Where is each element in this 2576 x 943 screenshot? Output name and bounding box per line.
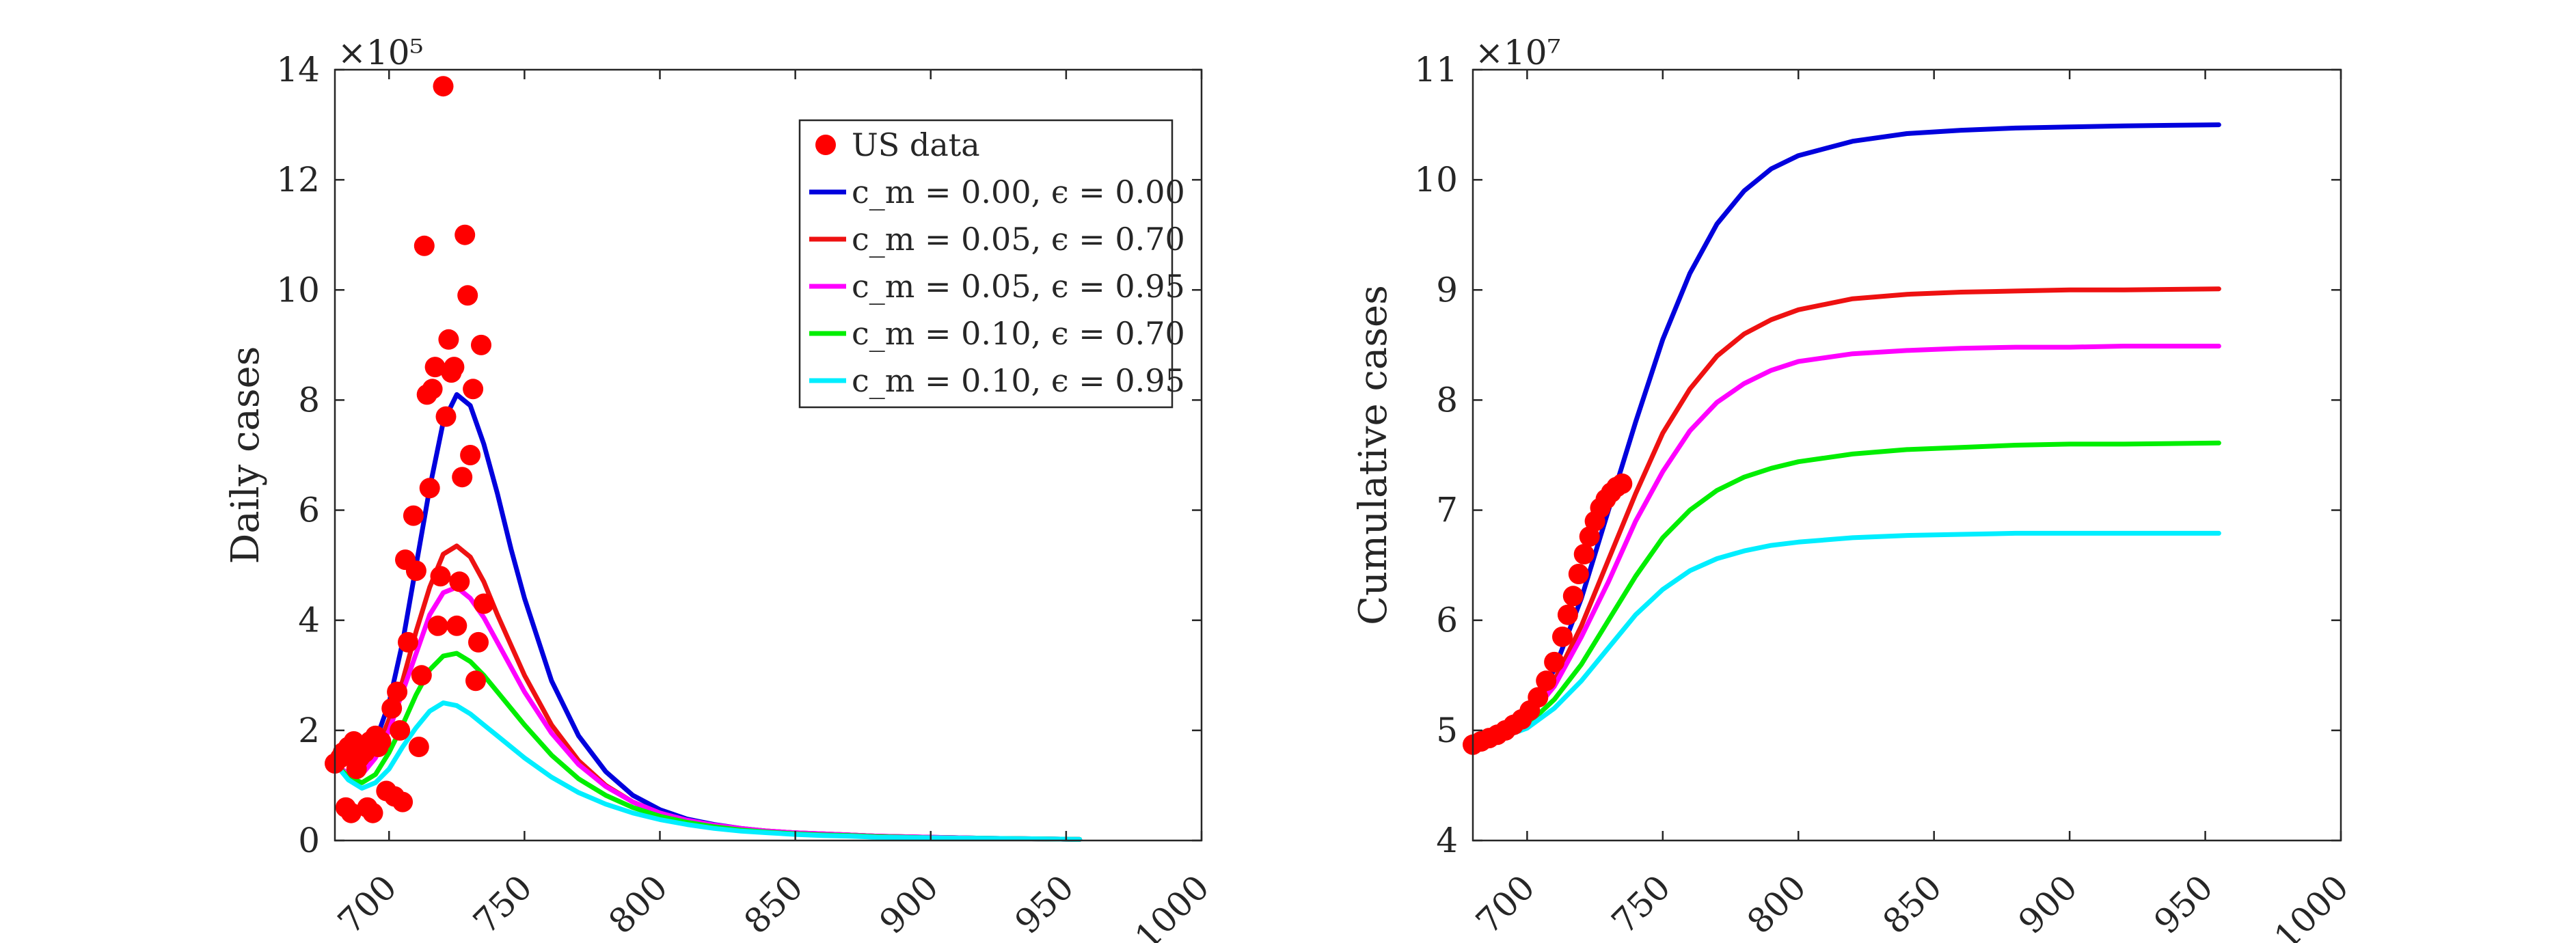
cum-line-cm005-e070: [1470, 286, 2221, 746]
daily-us-data-point: [387, 681, 408, 702]
daily-us-data-point: [392, 791, 413, 812]
daily-ytick-label: 6: [298, 491, 320, 530]
daily-scatter-layer: [325, 76, 494, 823]
daily-us-data-point: [413, 235, 435, 256]
daily-ytick-label: 0: [298, 821, 320, 860]
daily-us-data-point: [460, 445, 481, 465]
daily-us-data-point: [449, 571, 470, 592]
cum-us-data-point: [1552, 626, 1573, 647]
daily-us-data-point: [473, 593, 494, 614]
daily-us-data-point: [468, 631, 489, 653]
daily-us-data-point: [438, 329, 459, 350]
cumulative-exponent-label: ×10⁷: [1475, 33, 1561, 72]
daily-us-data-point: [444, 357, 465, 378]
cumulative-scatter-layer: [1463, 473, 1633, 755]
daily-us-data-point: [422, 379, 443, 400]
daily-us-data-point: [419, 478, 440, 499]
daily-us-data-point: [446, 615, 467, 636]
daily-line-cm010-e095: [332, 700, 1083, 842]
cum-line-cm010-e095: [1470, 530, 2221, 746]
daily-us-data-point: [370, 731, 392, 752]
legend-entry-cm000-e000: c_m = 0.00, ϵ = 0.00: [809, 174, 1185, 210]
daily-us-data-point: [362, 802, 383, 823]
daily-us-data-point: [433, 76, 454, 97]
daily-ytick-label: 4: [298, 601, 320, 640]
cum-ytick-label: 4: [1436, 821, 1458, 860]
cum-us-data-point: [1568, 564, 1589, 584]
cum-us-data-point: [1544, 651, 1565, 672]
daily-us-data-point: [398, 631, 418, 653]
daily-us-data-point: [427, 615, 448, 636]
cum-us-data-point: [1573, 544, 1595, 564]
cum-ytick-label: 10: [1414, 160, 1458, 200]
legend-label-cm005-e095: c_m = 0.05, ϵ = 0.95: [852, 268, 1185, 305]
cum-line-cm010-e070: [1470, 440, 2221, 746]
legend-label-cm010-e070: c_m = 0.10, ϵ = 0.70: [852, 315, 1185, 352]
legend-entry-us-data: US data: [815, 126, 980, 163]
legend-entry-cm010-e070: c_m = 0.10, ϵ = 0.70: [809, 315, 1185, 352]
cum-us-data-point: [1579, 526, 1600, 547]
legend: US data c_m = 0.00, ϵ = 0.00 c_m = 0.05,…: [798, 119, 1185, 409]
daily-us-data-point: [465, 670, 486, 692]
daily-us-data-point: [340, 802, 362, 823]
daily-ytick-label: 10: [276, 270, 320, 310]
cum-ytick-label: 6: [1436, 601, 1458, 640]
daily-us-data-point: [424, 357, 446, 378]
daily-us-data-point: [435, 406, 457, 427]
legend-box: [798, 119, 1174, 409]
daily-us-data-point: [457, 285, 478, 306]
daily-us-data-point: [455, 224, 476, 245]
cum-us-data-point: [1528, 687, 1549, 708]
daily-us-data-point: [390, 720, 411, 741]
cumulative-axes-box: [1472, 68, 2342, 842]
daily-us-data-point: [471, 334, 491, 355]
daily-us-data-point: [405, 560, 426, 582]
daily-us-data-point: [411, 665, 432, 686]
cum-ytick-label: 7: [1436, 491, 1458, 530]
daily-us-data-point: [408, 737, 429, 757]
cum-us-data-point: [1562, 586, 1584, 607]
daily-us-data-point: [452, 467, 473, 488]
legend-label-us-data: US data: [852, 126, 980, 163]
cum-us-data-point: [1612, 473, 1633, 494]
legend-marker-us-data: [815, 135, 836, 155]
daily-exponent-label: ×10⁵: [338, 33, 424, 72]
cum-us-data-point: [1557, 604, 1578, 625]
legend-label-cm000-e000: c_m = 0.00, ϵ = 0.00: [852, 174, 1185, 210]
legend-entry-cm005-e095: c_m = 0.05, ϵ = 0.95: [809, 268, 1185, 305]
daily-ytick-label: 2: [298, 711, 320, 750]
cumulative-ylabel: Cumulative cases: [1351, 285, 1396, 625]
cum-ytick-label: 11: [1414, 50, 1458, 90]
daily-us-data-point: [463, 379, 484, 400]
legend-label-cm010-e095: c_m = 0.10, ϵ = 0.95: [852, 362, 1185, 399]
daily-axes-box: [334, 68, 1203, 842]
legend-entry-cm005-e070: c_m = 0.05, ϵ = 0.70: [809, 221, 1185, 258]
legend-label-cm005-e070: c_m = 0.05, ϵ = 0.70: [852, 221, 1185, 258]
daily-us-data-point: [381, 698, 403, 719]
daily-ytick-label: 12: [276, 160, 320, 200]
daily-ytick-label: 14: [276, 50, 320, 90]
cum-line-cm005-e095: [1470, 344, 2221, 746]
legend-entry-cm010-e095: c_m = 0.10, ϵ = 0.95: [809, 362, 1185, 399]
daily-ylabel: Daily cases: [223, 346, 268, 564]
cum-ytick-label: 9: [1436, 270, 1458, 310]
daily-us-data-point: [403, 505, 424, 526]
cum-us-data-point: [1536, 670, 1557, 692]
daily-ytick-label: 8: [298, 380, 320, 420]
cum-ytick-label: 5: [1436, 711, 1458, 750]
cum-ytick-label: 8: [1436, 380, 1458, 420]
daily-us-data-point: [430, 566, 451, 587]
